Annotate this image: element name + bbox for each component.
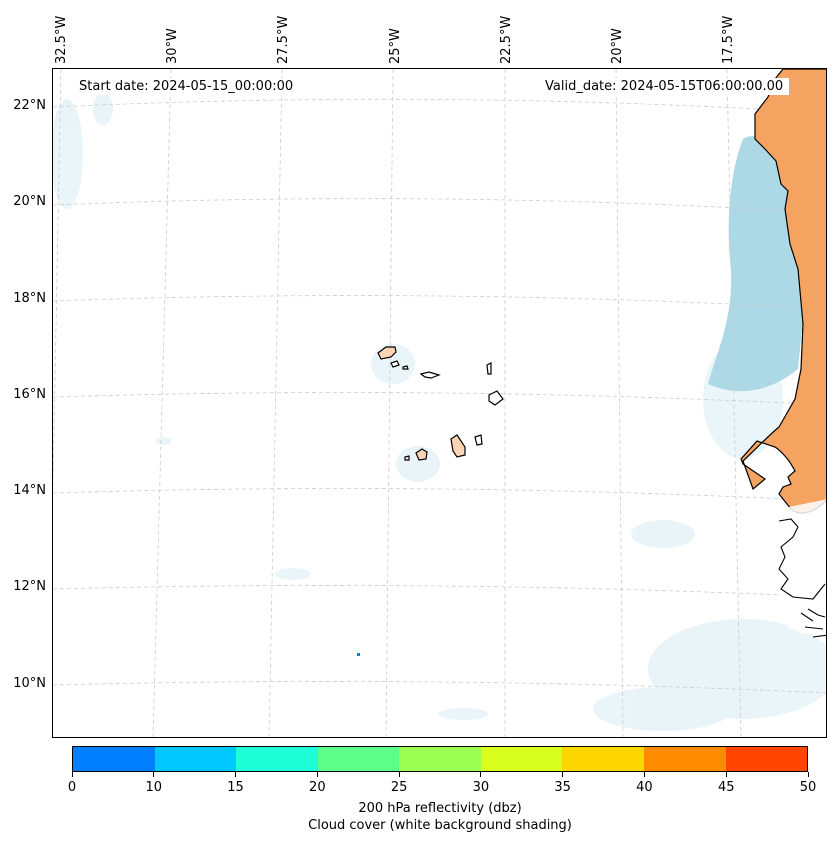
cloud-patch-w [155,437,171,445]
land-cloud-shading-south [775,499,826,634]
colorbar-tick-mark [316,772,318,777]
cloud-patch-nw [53,99,83,209]
cloud-patch-capeverde-s [396,446,440,482]
lat-label-16n: 16°N [13,387,46,402]
island-sao-vicente [390,360,400,368]
colorbar-tick-label: 40 [636,780,653,795]
cloud-cover-mauritania [708,135,808,392]
colorbar-segment-3 [317,747,400,771]
lon-label-30w: 30°W [165,28,180,64]
lat-label-10n: 10°N [13,676,46,691]
map-panel[interactable]: Start date: 2024-05-15_00:00:00 Valid_da… [52,68,827,738]
lat-label-22n: 22°N [13,98,46,113]
island-santo-antao [377,346,397,360]
lat-label-12n: 12°N [13,579,46,594]
map-canvas [53,69,826,737]
colorbar-label-reflectivity: 200 hPa reflectivity (dbz) [358,801,522,816]
light-cloud-shading [53,93,826,731]
lat-label-18n: 18°N [13,291,46,306]
lon-label-20w: 20°W [610,28,625,64]
island-santiago [450,434,466,458]
colorbar-segment-6 [562,747,644,771]
lat-label-14n: 14°N [13,483,46,498]
colorbar-tick-mark [71,772,73,777]
cloud-patch-s [275,568,311,580]
lon-label-22-5w: 22.5°W [499,15,514,64]
lon-label-27-5w: 27.5°W [276,15,291,64]
lon-label-17-5w: 17.5°W [721,15,736,64]
colorbar-segment-4 [399,747,481,771]
start-date-label: Start date: 2024-05-15_00:00:00 [73,78,300,95]
island-sal [486,362,492,375]
island-brava [404,455,410,461]
colorbar-tick-mark [480,772,482,777]
colorbar-tick-mark [153,772,155,777]
colorbar-tick-mark [643,772,645,777]
colorbar-tick-mark [725,772,727,777]
valid-date-label: Valid_date: 2024-05-15T06:00:00.00 [539,78,790,95]
colorbar-segment-0 [73,747,155,771]
colorbar-segment-5 [480,747,563,771]
lon-label-32-5w: 32.5°W [54,15,69,64]
island-sao-nicolau [419,371,441,379]
reflectivity-colorbar [72,746,808,772]
cloud-patch-nw-2 [93,93,113,125]
island-boa-vista [488,390,504,406]
colorbar-tick-label: 0 [67,780,77,795]
colorbar-segment-8 [725,747,808,771]
colorbar-tick-label: 50 [799,780,817,795]
colorbar-tick-label: 45 [717,780,735,795]
graticule [53,69,826,737]
coastline-guinea [778,518,826,638]
colorbar-tick-label: 35 [554,780,571,795]
island-maio [474,434,483,446]
colorbar-tick-label: 10 [145,780,163,795]
colorbar-segment-7 [643,747,726,771]
cape-verde-islands [377,346,504,461]
island-fogo [415,448,428,461]
colorbar-tick-label: 20 [309,780,326,795]
colorbar-tick-label: 25 [390,780,408,795]
cloud-patch-e [631,520,695,548]
colorbar-tick-label: 15 [227,780,244,795]
colorbar-tick-mark [807,772,809,777]
colorbar-tick-mark [562,772,564,777]
colorbar-segment-1 [154,747,237,771]
colorbar-tick-mark [235,772,237,777]
colorbar-label-cloud-cover: Cloud cover (white background shading) [308,818,572,833]
colorbar-segment-2 [236,747,318,771]
island-santa-luzia [402,365,409,370]
reflectivity-dot [357,653,360,656]
cloud-patch-s2 [438,708,488,720]
cloud-patch-se-2 [593,687,733,731]
colorbar-tick-mark [398,772,400,777]
lat-label-20n: 20°N [13,194,46,209]
colorbar-tick-label: 30 [472,780,490,795]
lon-label-25w: 25°W [388,28,403,64]
